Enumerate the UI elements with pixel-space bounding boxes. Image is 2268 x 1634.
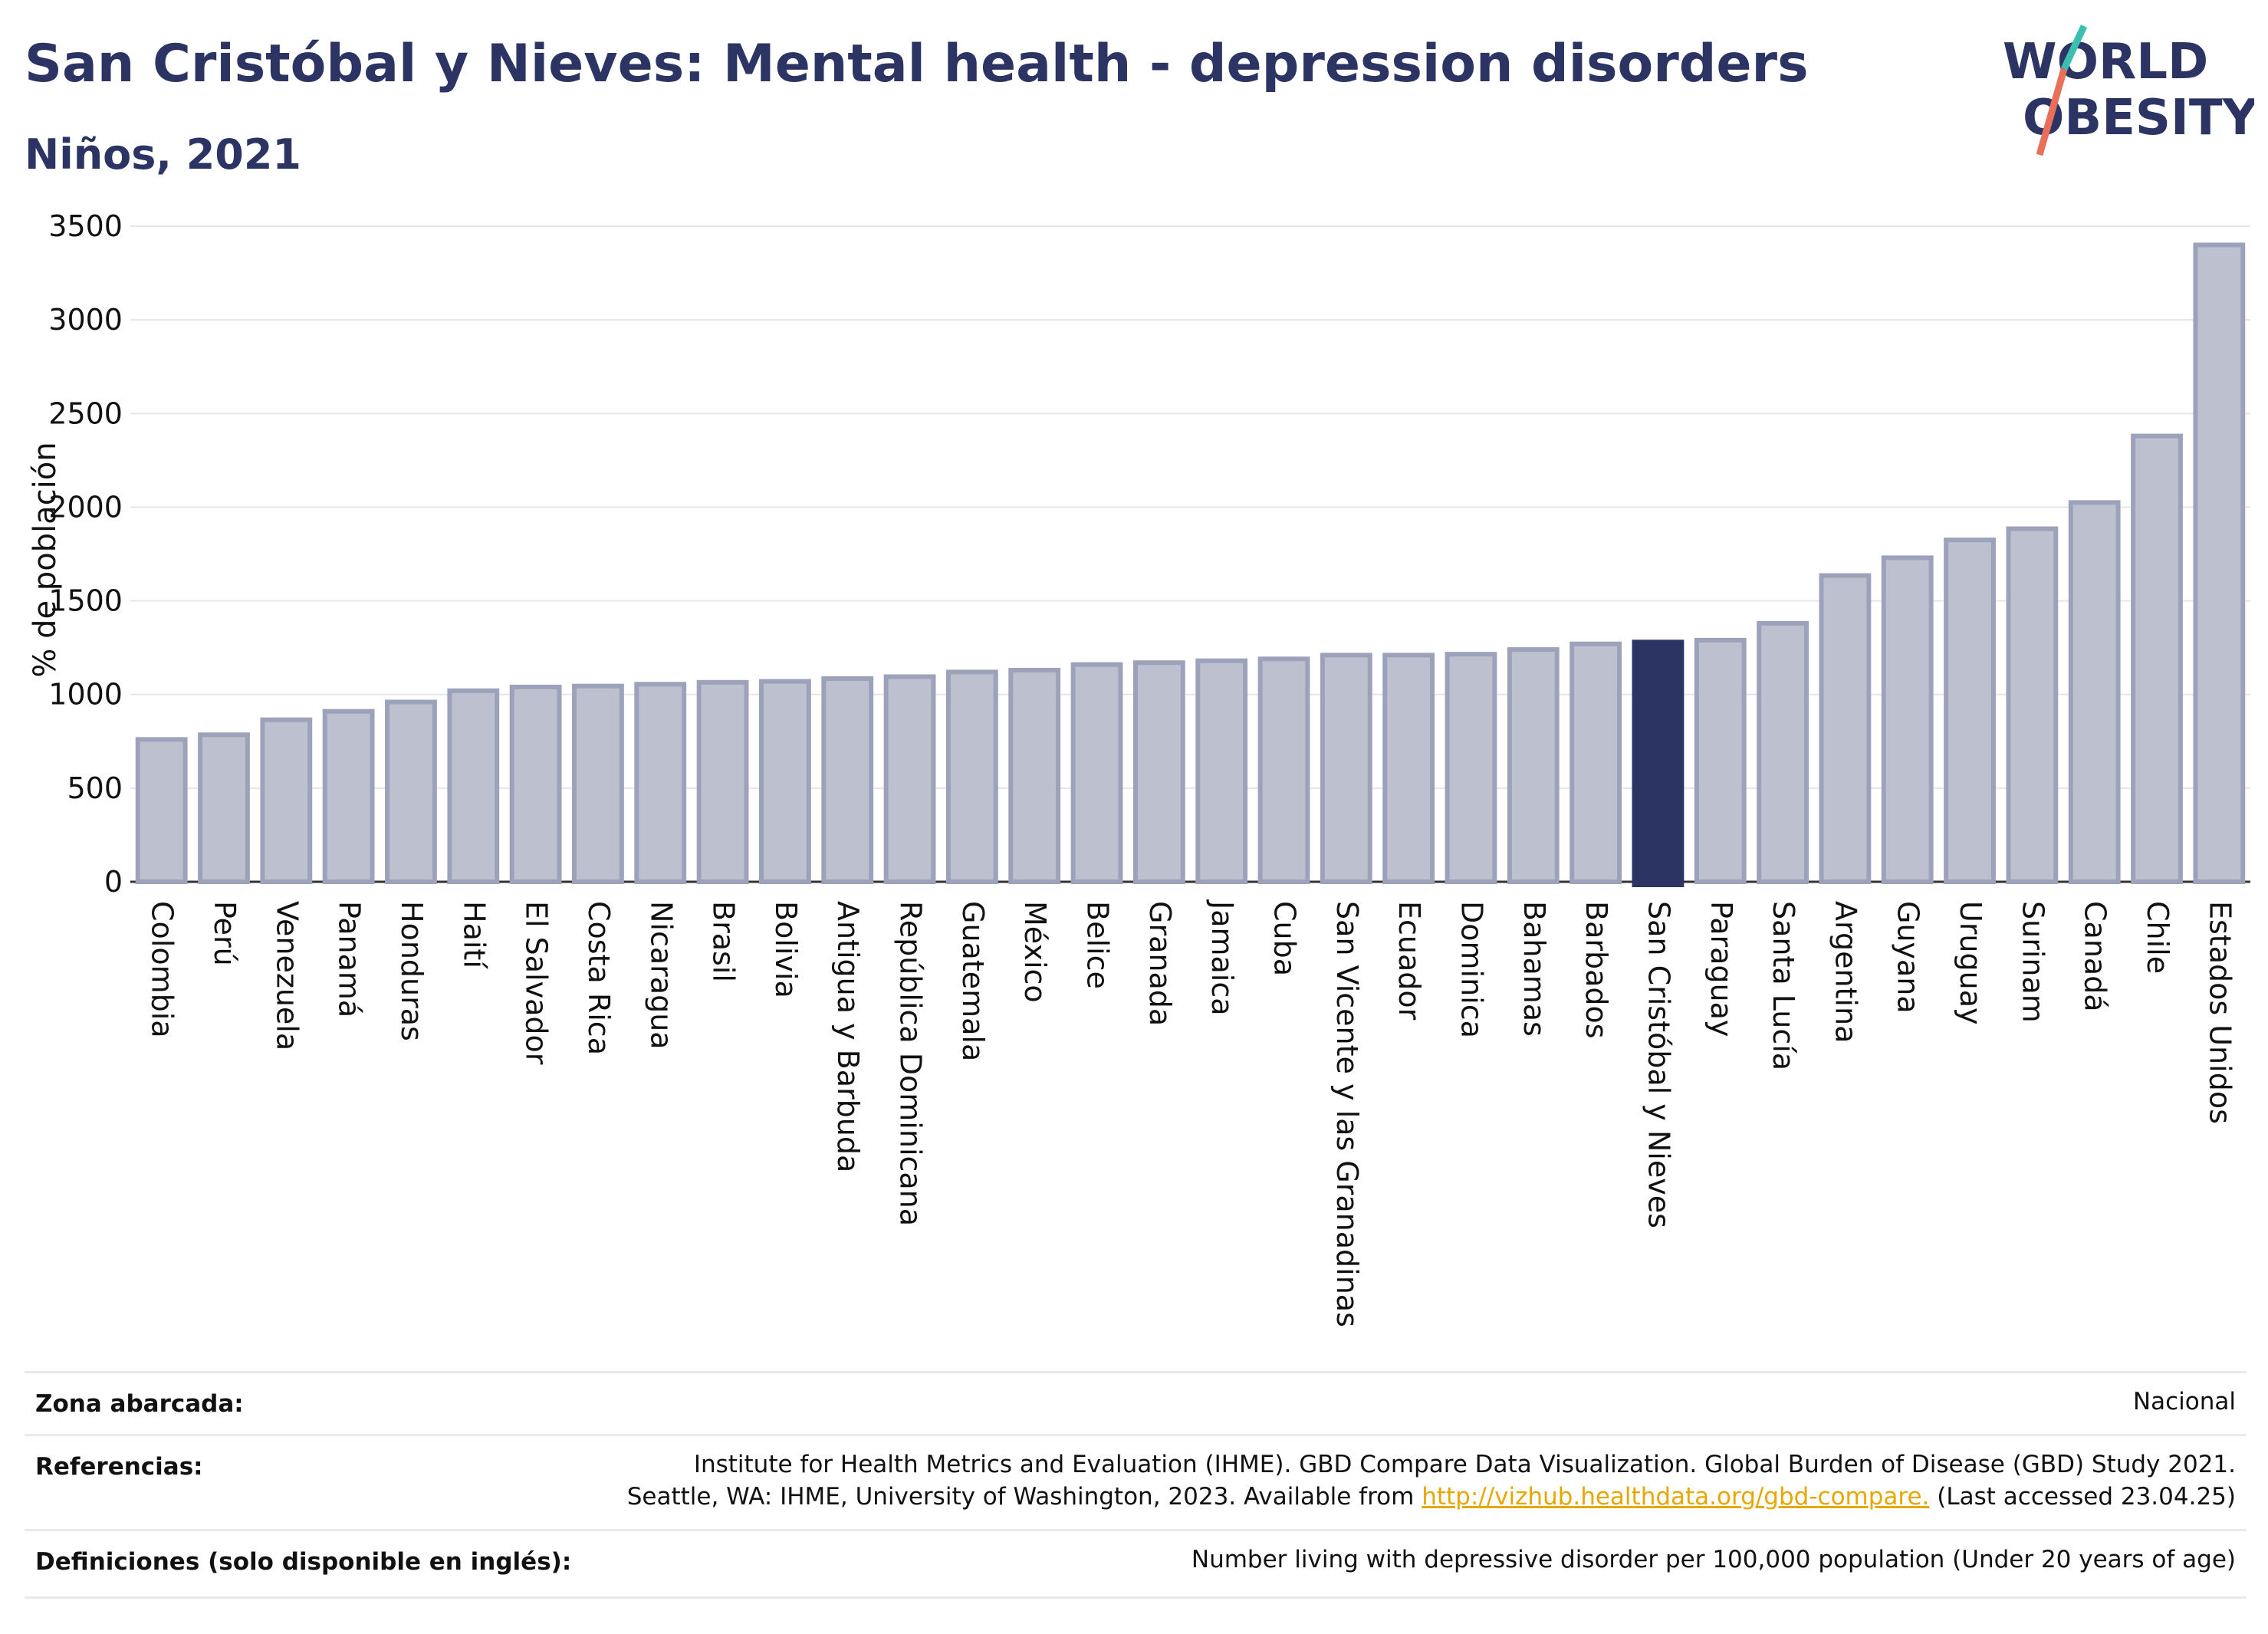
x-tick-label: Colombia — [146, 901, 179, 1038]
x-tick-label: Bolivia — [769, 901, 803, 998]
footer-label: Referencias: — [35, 1453, 203, 1481]
x-tick-label: Estados Unidos — [2203, 901, 2237, 1124]
logo-line1: WORLD — [2003, 34, 2208, 90]
bar — [1881, 555, 1934, 885]
bar — [696, 679, 749, 884]
x-tick-label: San Cristóbal y Nieves — [1642, 901, 1675, 1228]
bar — [1445, 652, 1497, 884]
bar — [1195, 658, 1248, 884]
bar-chart: 0 500 1000 1500 2000 2500 3000 3500 Colombia Per… — [28, 209, 2250, 1327]
footer-label: Definiciones (solo disponible en inglés)… — [35, 1548, 572, 1576]
bar-highlighted — [1632, 639, 1685, 887]
bar — [945, 669, 998, 885]
bar — [1070, 662, 1123, 885]
footer-label: Zona abarcada: — [35, 1390, 244, 1418]
bar — [509, 684, 562, 885]
y-tick-label: 2000 — [48, 490, 123, 524]
bar — [322, 709, 375, 885]
bar — [135, 737, 188, 884]
x-tick-label: Santa Lucía — [1767, 901, 1800, 1070]
bar — [260, 717, 313, 885]
x-tick-label: Cuba — [1267, 901, 1301, 976]
bar — [1382, 653, 1435, 885]
footer-row: Definiciones (solo disponible en inglés)… — [25, 1529, 2247, 1599]
footer-value: Nacional — [2132, 1388, 2236, 1415]
x-tick-label: Jamaica — [1205, 899, 1239, 1016]
bar — [1507, 647, 1560, 884]
x-tick-label: San Vicente y las Granadinas — [1330, 901, 1364, 1327]
bar — [634, 682, 687, 884]
x-tick-label: México — [1018, 901, 1052, 1003]
x-tick-label: Paraguay — [1704, 901, 1738, 1037]
logo-coral-slash — [2036, 67, 2068, 156]
x-tick-label: Argentina — [1829, 901, 1862, 1043]
bar — [1257, 656, 1310, 884]
x-tick-label: Granada — [1143, 901, 1177, 1026]
x-tick-label: Canadá — [2079, 901, 2112, 1012]
reference-link[interactable]: http://vizhub.healthdata.org/gbd-compare… — [1422, 1483, 1930, 1511]
chart-title: San Cristóbal y Nieves: Mental health - … — [25, 34, 1809, 94]
bar — [198, 732, 250, 884]
x-tick-label: República Dominicana — [894, 901, 928, 1226]
world-obesity-logo: WORLD OBESITY — [2003, 25, 2254, 156]
bar — [1008, 667, 1061, 884]
bar — [1694, 637, 1747, 884]
footer-row: Zona abarcada: Nacional — [25, 1371, 2247, 1436]
x-tick-label: Panamá — [333, 901, 366, 1018]
x-tick-label: Barbados — [1579, 901, 1613, 1039]
bar — [385, 699, 437, 884]
x-tick-label: Chile — [2141, 901, 2174, 974]
y-tick-label: 1500 — [48, 584, 123, 618]
logo-line2: OBESITY — [2023, 90, 2254, 146]
y-tick-label: 500 — [67, 771, 123, 805]
x-tick-label: Brasil — [707, 901, 741, 982]
bars — [135, 242, 2246, 887]
bar — [1819, 573, 1872, 884]
x-tick-label: Nicaragua — [644, 901, 678, 1050]
y-tick-label: 3500 — [48, 209, 123, 243]
bar — [572, 683, 624, 884]
x-tick-label: Dominica — [1454, 901, 1488, 1038]
bar — [2006, 526, 2059, 884]
y-tick-label: 1000 — [48, 678, 123, 712]
chart-subtitle: Niños, 2021 — [25, 130, 301, 179]
bar — [1320, 653, 1372, 885]
x-tick-label: Guatemala — [956, 901, 990, 1061]
footer-value: Number living with depressive disorder p… — [1191, 1546, 2236, 1573]
footer-value: Institute for Health Metrics and Evaluat… — [626, 1451, 2236, 1511]
x-tick-label: Antigua y Barbuda — [831, 901, 865, 1172]
bar — [2193, 242, 2246, 884]
x-tick-labels: Colombia Perú Venezuela Panamá Honduras Haití… — [146, 899, 2237, 1327]
x-tick-label: Honduras — [395, 901, 429, 1041]
x-tick-label: Venezuela — [270, 901, 304, 1050]
y-tick-label: 3000 — [48, 303, 123, 337]
footer-row: Referencias: Institute for Health Metrics… — [25, 1434, 2247, 1531]
footer-bottom-rule — [25, 1596, 2247, 1599]
x-tick-label: Costa Rica — [582, 901, 616, 1055]
bar — [447, 688, 500, 884]
bar — [1132, 660, 1185, 885]
bar — [821, 676, 874, 884]
y-tick-label: 2500 — [48, 396, 123, 430]
x-tick-label: Haití — [457, 901, 491, 969]
x-tick-label: El Salvador — [520, 901, 554, 1065]
bar — [1570, 641, 1622, 884]
bar — [2068, 500, 2121, 884]
x-tick-label: Belice — [1081, 901, 1115, 989]
y-tick-label: 0 — [104, 865, 123, 899]
logo-teal-slash — [2060, 25, 2088, 71]
x-tick-label: Uruguay — [1954, 901, 1987, 1025]
bar — [1757, 620, 1809, 885]
bar — [758, 679, 811, 884]
x-tick-label: Perú — [208, 901, 242, 966]
x-tick-label: Bahamas — [1517, 901, 1551, 1037]
y-tick-labels: 0 500 1000 1500 2000 2500 3000 3500 — [48, 209, 123, 899]
x-tick-label: Surinam — [2016, 901, 2049, 1023]
x-tick-label: Ecuador — [1392, 901, 1426, 1021]
bar — [883, 674, 936, 884]
bar — [2131, 433, 2183, 884]
bar — [1944, 538, 1996, 885]
y-axis-label: % de población — [28, 442, 63, 677]
x-tick-label: Guyana — [1892, 901, 1925, 1014]
